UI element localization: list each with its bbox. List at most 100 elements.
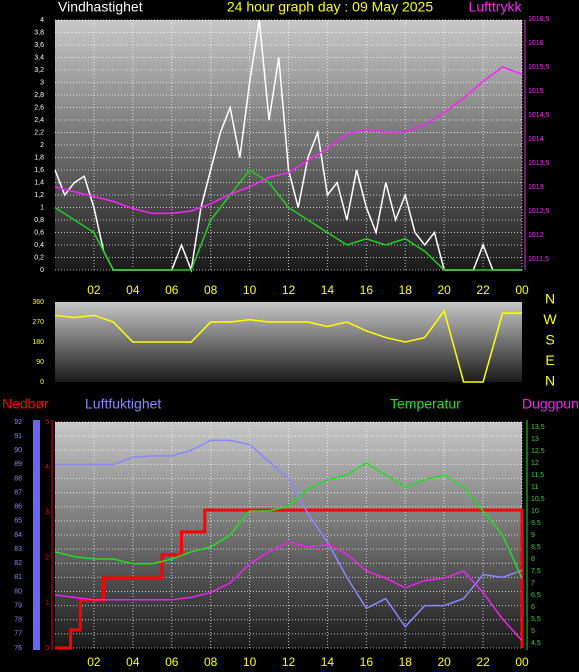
x-tick-label: 02 bbox=[87, 655, 101, 669]
series-line bbox=[54, 66, 523, 215]
legend-temperature: Temperatur bbox=[390, 396, 461, 412]
legend-rain: Nedbør bbox=[2, 396, 49, 412]
direction-label: E bbox=[545, 352, 554, 368]
y-tick-label: 76 bbox=[14, 645, 22, 652]
y-tick-label: 1,6 bbox=[34, 167, 44, 174]
x-tick-label: 04 bbox=[126, 283, 140, 297]
chart-title: 24 hour graph day : 09 May 2025 bbox=[227, 0, 433, 15]
y2-tick-label: 12,5 bbox=[531, 448, 545, 455]
y-tick-label: 0,8 bbox=[34, 217, 44, 224]
x-tick-label: 08 bbox=[204, 283, 218, 297]
y3-tick-label: 5 bbox=[45, 419, 49, 426]
y2-tick-label: 1016 bbox=[528, 40, 544, 47]
y2-tick-label: 1014,5 bbox=[528, 112, 550, 119]
y-tick-label: 2,4 bbox=[34, 117, 44, 124]
y2-tick-label: 13,5 bbox=[531, 424, 545, 431]
series-line bbox=[54, 168, 522, 271]
x-tick-label: 06 bbox=[165, 655, 179, 669]
legend-humidity: Luftfuktighet bbox=[85, 396, 161, 412]
y-tick-label: 3,4 bbox=[34, 54, 44, 61]
x-tick-label: 14 bbox=[321, 655, 335, 669]
y-tick-label: 1 bbox=[40, 204, 44, 211]
y-tick-label: 77 bbox=[14, 631, 22, 638]
x-tick-label: 22 bbox=[476, 655, 490, 669]
x-tick-label: 10 bbox=[243, 655, 257, 669]
y-tick-label: 0 bbox=[40, 267, 44, 274]
y2-tick-label: 1012 bbox=[528, 232, 544, 239]
series-line bbox=[55, 439, 523, 629]
panel-background bbox=[55, 20, 522, 270]
series-line bbox=[55, 508, 524, 650]
y-tick-label: 2,6 bbox=[34, 104, 44, 111]
y-tick-label: 3,2 bbox=[34, 67, 44, 74]
series-line bbox=[54, 462, 523, 579]
x-tick-label: 00 bbox=[515, 655, 529, 669]
y2-tick-label: 1015,5 bbox=[528, 64, 550, 71]
y2-tick-label: 5,5 bbox=[531, 616, 541, 623]
y2-tick-label: 8 bbox=[531, 556, 535, 563]
y-tick-label: 180 bbox=[32, 339, 44, 346]
y-tick-label: 1,8 bbox=[34, 154, 44, 161]
x-tick-label: 20 bbox=[437, 655, 451, 669]
x-tick-label: 12 bbox=[282, 655, 296, 669]
direction-label: W bbox=[543, 311, 557, 327]
legend-wind: Vindhastighet bbox=[58, 0, 143, 15]
y3-tick-label: 1 bbox=[45, 600, 49, 607]
x-tick-label: 16 bbox=[360, 283, 374, 297]
y2-tick-label: 5 bbox=[531, 628, 535, 635]
y-tick-label: 1,4 bbox=[34, 179, 44, 186]
y2-tick-label: 1014 bbox=[528, 136, 544, 143]
y-tick-label: 3,6 bbox=[34, 42, 44, 49]
y3-tick-label: 3 bbox=[45, 509, 49, 516]
y-tick-label: 0,4 bbox=[34, 242, 44, 249]
x-tick-label: 12 bbox=[282, 283, 296, 297]
direction-label: N bbox=[545, 373, 555, 389]
panel-background bbox=[55, 422, 522, 648]
y2-tick-label: 1013,5 bbox=[528, 160, 550, 167]
y3-tick-label: 2 bbox=[45, 554, 49, 561]
series-line bbox=[54, 541, 523, 642]
y-tick-label: 360 bbox=[32, 299, 44, 306]
y-tick-label: 78 bbox=[14, 617, 22, 624]
y2-tick-label: 1012,5 bbox=[528, 208, 550, 215]
legend-dewpoint: Duggpunkt bbox=[522, 396, 579, 412]
x-tick-label: 18 bbox=[399, 655, 413, 669]
y-tick-label: 2,8 bbox=[34, 92, 44, 99]
x-tick-label: 22 bbox=[476, 283, 490, 297]
y2-tick-label: 9,5 bbox=[531, 520, 541, 527]
x-tick-label: 18 bbox=[399, 283, 413, 297]
y-tick-label: 87 bbox=[14, 489, 22, 496]
y-tick-label: 92 bbox=[14, 419, 22, 426]
x-tick-label: 00 bbox=[515, 283, 529, 297]
y2-tick-label: 10,5 bbox=[531, 496, 545, 503]
y-tick-label: 3 bbox=[40, 79, 44, 86]
y-tick-label: 2 bbox=[40, 142, 44, 149]
y2-tick-label: 1011,5 bbox=[528, 256, 549, 263]
y-tick-label: 85 bbox=[14, 518, 22, 525]
y-tick-label: 4 bbox=[40, 17, 44, 24]
y-tick-label: 79 bbox=[14, 602, 22, 609]
y-tick-label: 86 bbox=[14, 504, 22, 511]
y2-tick-label: 8,5 bbox=[531, 544, 541, 551]
y2-tick-label: 11 bbox=[531, 484, 538, 491]
y2-tick-label: 1013 bbox=[528, 184, 544, 191]
legend-pressure: Lufttrykk bbox=[469, 0, 523, 15]
y-tick-label: 89 bbox=[14, 461, 22, 468]
x-tick-label: 14 bbox=[321, 283, 335, 297]
direction-label: S bbox=[545, 332, 554, 348]
y-tick-label: 91 bbox=[14, 433, 22, 440]
y-tick-label: 0,6 bbox=[34, 229, 44, 236]
y-tick-label: 90 bbox=[36, 359, 44, 366]
y3-tick-label: 4 bbox=[45, 464, 49, 471]
x-tick-label: 16 bbox=[360, 655, 374, 669]
y-tick-label: 84 bbox=[14, 532, 22, 539]
y2-tick-label: 1016,5 bbox=[528, 16, 550, 23]
x-tick-label: 08 bbox=[204, 655, 218, 669]
y-tick-label: 1,2 bbox=[34, 192, 44, 199]
y-tick-label: 0,2 bbox=[34, 254, 44, 261]
y2-tick-label: 13 bbox=[531, 436, 539, 443]
x-tick-label: 06 bbox=[165, 283, 179, 297]
y2-tick-label: 12 bbox=[531, 460, 539, 467]
direction-label: N bbox=[545, 291, 555, 307]
